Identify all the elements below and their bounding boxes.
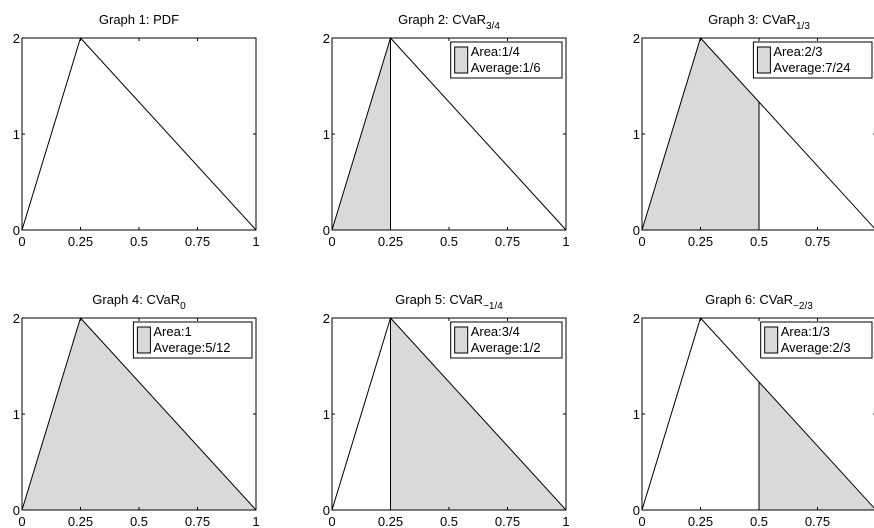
y-tick-label: 0 [13,503,20,518]
legend-box [132,321,253,359]
x-tick-label: 0.75 [495,514,520,528]
x-tick-label: 1 [562,234,569,249]
y-tick-label: 0 [323,223,330,238]
y-tick-label: 0 [633,223,640,238]
x-tick-label: 0 [328,514,335,528]
x-tick-label: 0.75 [185,514,210,528]
shaded-area [22,318,256,510]
x-tick-label: 0 [638,234,645,249]
x-tick-label: 0 [18,514,25,528]
x-tick-label: 0.25 [68,514,93,528]
y-tick-label: 1 [323,407,330,422]
legend-label: Area:1/3 [781,324,830,339]
x-tick-label: 0.5 [130,234,148,249]
subplot-3: 0 0.25 0.5 0.75 0 1 2 Graph 3: CVaR1/3 Area:2/3A… [633,12,874,249]
legend-box [450,41,563,79]
x-tick-label: 1 [252,234,259,249]
x-tick-label: 0 [328,234,335,249]
density-line [21,37,257,231]
y-tick-label: 2 [13,31,20,46]
subplot-title: Graph 4: CVaR0 [92,292,186,312]
y-tick-label: 2 [323,31,330,46]
legend-label: Area:3/4 [471,324,520,339]
x-tick-label: 0.5 [440,234,458,249]
x-tick-label: 0 [18,234,25,249]
legend-label: Area:2/3 [773,44,822,59]
legend-box [760,321,873,359]
legend-label: Average:1/6 [471,60,541,75]
x-tick-label: 0.75 [805,234,830,249]
x-tick-label: 0.25 [378,234,403,249]
legend-swatch [756,46,771,74]
subplot-title: Graph 2: CVaR3/4 [398,12,500,32]
y-tick-label: 1 [633,407,640,422]
x-tick-label: 0.5 [440,514,458,528]
y-tick-label: 2 [633,311,640,326]
legend-label: Average:1/2 [471,340,541,355]
y-tick-label: 2 [633,31,640,46]
y-tick-label: 0 [323,503,330,518]
subplot-title: Graph 1: PDF [99,12,179,27]
y-tick-label: 2 [13,311,20,326]
x-tick-label: 0 [638,514,645,528]
legend-swatch [136,326,151,354]
legend-swatch [764,326,779,354]
shaded-area [642,38,759,230]
y-tick-label: 1 [13,407,20,422]
legend-label: Average:7/24 [773,60,850,75]
x-tick-label: 0.25 [688,234,713,249]
x-tick-label: 1 [252,514,259,528]
y-tick-label: 0 [13,223,20,238]
y-tick-label: 2 [323,311,330,326]
legend-swatch [454,326,469,354]
y-tick-label: 1 [323,127,330,142]
legend-swatch [454,46,469,74]
x-tick-label: 0.5 [130,514,148,528]
subplot-4: 0 0.25 0.5 0.75 1 0 1 2 Graph 4: CVaR0 Area:1Aver… [13,292,260,528]
x-tick-label: 0.5 [750,234,768,249]
subplot-title: Graph 6: CVaR−2/3 [705,292,813,312]
legend-label: Area:1/4 [471,44,520,59]
subplot-title: Graph 3: CVaR1/3 [708,12,810,32]
subplot-5: 0 0.25 0.5 0.75 1 0 1 2 Graph 5: CVaR−1/4 Area:3/… [323,292,570,528]
subplot-6: 0 0.25 0.5 0.75 0 1 2 Graph 6: CVaR−2/3 Area:1/3… [633,292,874,528]
x-tick-label: 0.25 [378,514,403,528]
x-tick-label: 0.25 [68,234,93,249]
x-tick-label: 0.25 [688,514,713,528]
x-tick-label: 0.5 [750,514,768,528]
x-tick-label: 1 [562,514,569,528]
y-tick-label: 0 [633,503,640,518]
plot-frame [21,37,257,231]
legend-label: Average:2/3 [781,340,851,355]
y-tick-label: 1 [13,127,20,142]
subplot-1: 0 0.25 0.5 0.75 1 0 1 2 Graph 1: PDF [13,12,260,249]
legend-box [450,321,563,359]
x-tick-label: 0.75 [495,234,520,249]
legend-box [752,41,873,79]
legend-label: Average:5/12 [153,340,230,355]
subplot-2: 0 0.25 0.5 0.75 1 0 1 2 Graph 2: CVaR3/4 Area:1/4… [323,12,570,249]
y-tick-label: 1 [633,127,640,142]
x-tick-label: 0.75 [185,234,210,249]
legend-label: Area:1 [153,324,191,339]
subplot-title: Graph 5: CVaR−1/4 [395,292,503,312]
x-tick-label: 0.75 [805,514,830,528]
